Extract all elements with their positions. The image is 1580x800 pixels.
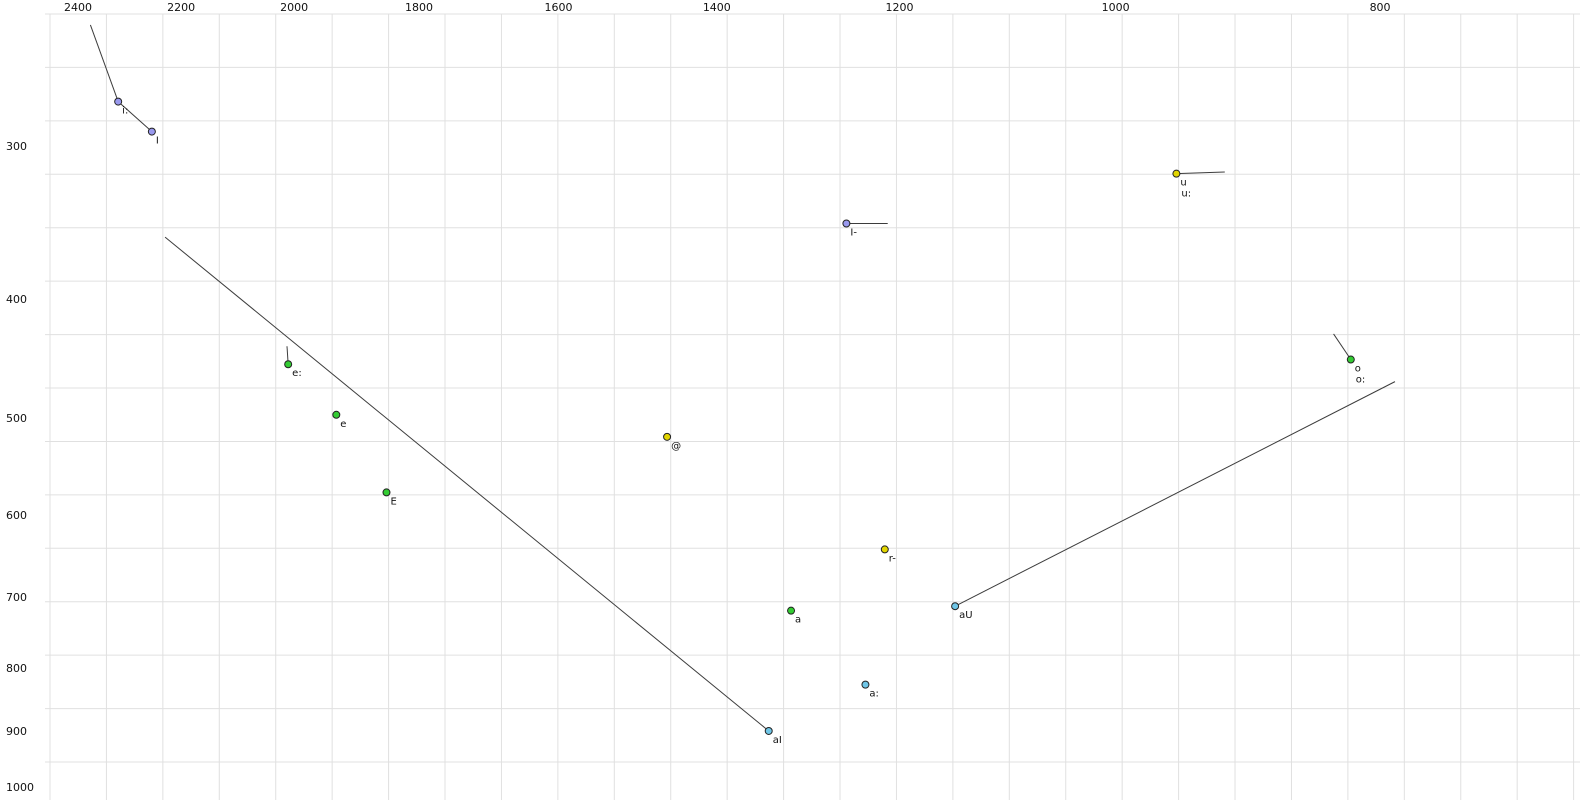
y-tick-label: 1000 <box>6 781 34 794</box>
data-point <box>861 680 870 689</box>
x-tick-label: 2400 <box>64 1 92 14</box>
trajectory-line <box>117 101 153 132</box>
data-point <box>787 606 796 615</box>
x-tick-label: 1600 <box>545 1 573 14</box>
y-tick-label: 500 <box>6 412 27 425</box>
data-point-label: aU <box>959 610 972 621</box>
x-tick-label: 1200 <box>886 1 914 14</box>
data-point-label: e: <box>292 368 302 379</box>
y-tick-label: 900 <box>6 725 27 738</box>
trajectory-line <box>89 24 119 102</box>
data-point <box>284 360 293 369</box>
x-tick-label: 800 <box>1370 1 1391 14</box>
x-tick-label: 1400 <box>703 1 731 14</box>
data-point <box>880 545 889 554</box>
data-point <box>332 410 341 419</box>
data-point <box>1346 355 1355 364</box>
data-point-label-secondary: u: <box>1181 189 1191 200</box>
data-point <box>764 726 773 735</box>
data-point-label: I <box>156 136 159 147</box>
trajectory-line <box>1333 333 1352 360</box>
y-tick-label: 400 <box>6 293 27 306</box>
data-point-label: a: <box>869 689 879 700</box>
y-tick-label: 700 <box>6 591 27 604</box>
data-point-label-secondary: o: <box>1356 375 1366 386</box>
x-tick-label: 1800 <box>405 1 433 14</box>
data-point <box>382 488 391 497</box>
data-point-label: u <box>1180 178 1186 189</box>
data-point-label: a <box>795 615 801 626</box>
data-point-label: I- <box>850 227 857 238</box>
data-point <box>147 127 156 136</box>
data-point-label: aI <box>773 735 782 746</box>
data-point-label: E <box>390 496 396 507</box>
data-point-label: r- <box>889 553 896 564</box>
y-tick-label: 800 <box>6 662 27 675</box>
x-tick-label: 2200 <box>167 1 195 14</box>
y-tick-label: 300 <box>6 140 27 153</box>
data-point-label: o <box>1355 364 1361 375</box>
y-tick-label: 600 <box>6 509 27 522</box>
data-point <box>842 219 851 228</box>
data-point <box>114 97 123 106</box>
trajectory-line <box>954 381 1396 607</box>
data-point <box>663 432 672 441</box>
data-point-label: e <box>340 419 346 430</box>
data-point-label: @ <box>671 441 681 452</box>
data-point <box>951 602 960 611</box>
trajectory-line <box>1176 171 1225 175</box>
trajectory-line <box>164 236 770 732</box>
x-tick-label: 1000 <box>1102 1 1130 14</box>
x-tick-label: 2000 <box>280 1 308 14</box>
data-point <box>1172 169 1181 178</box>
data-point-label: i: <box>122 106 128 117</box>
